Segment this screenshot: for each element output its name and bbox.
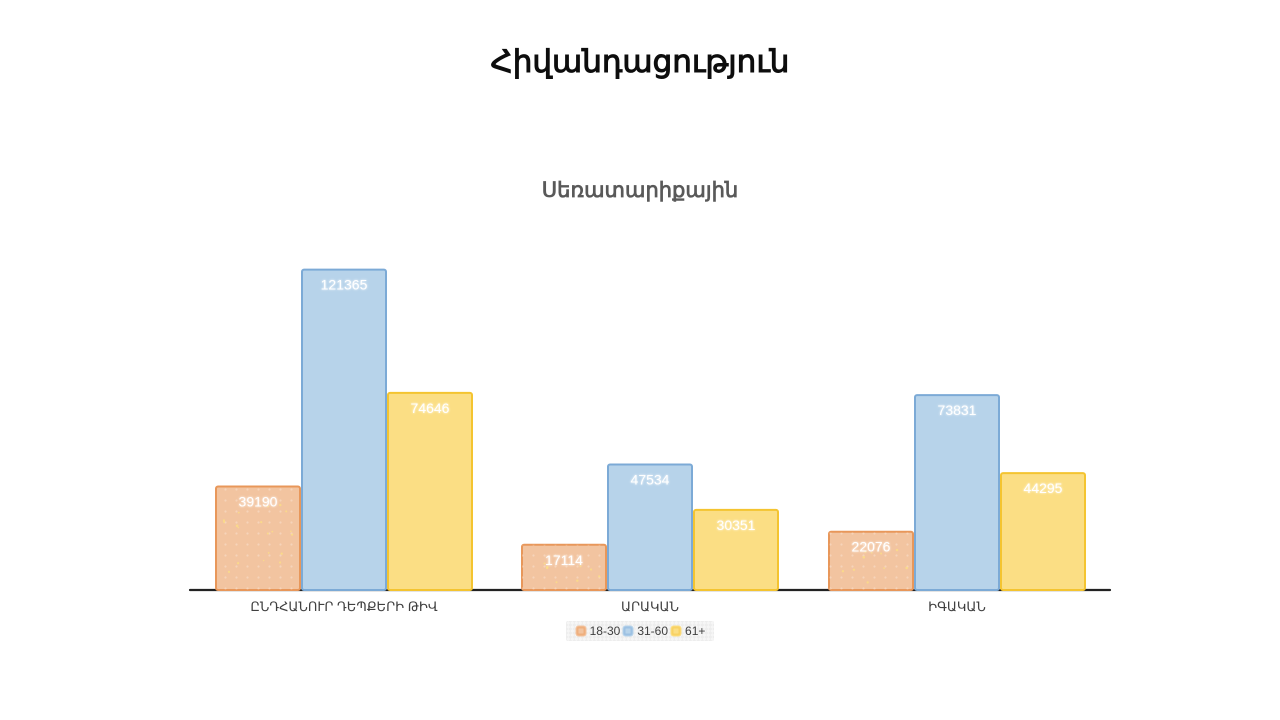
svg-text:74646: 74646 xyxy=(411,400,450,416)
svg-text:ԱՐԱԿԱՆ: ԱՐԱԿԱՆ xyxy=(621,599,679,614)
svg-text:73831: 73831 xyxy=(938,402,977,418)
svg-text:44295: 44295 xyxy=(1024,480,1063,496)
svg-text:47534: 47534 xyxy=(631,472,670,488)
svg-text:ԻԳԱԿԱՆ: ԻԳԱԿԱՆ xyxy=(928,599,986,614)
svg-text:ԸՆԴՀԱՆՈՒՐ ԴԵՊՔԵՐԻ ԹԻՎ: ԸՆԴՀԱՆՈՒՐ ԴԵՊՔԵՐԻ ԹԻՎ xyxy=(250,599,437,614)
svg-text:39190: 39190 xyxy=(239,494,278,510)
svg-text:17114: 17114 xyxy=(545,552,583,568)
svg-text:22076: 22076 xyxy=(852,539,891,555)
svg-text:121365: 121365 xyxy=(321,277,368,293)
svg-text:30351: 30351 xyxy=(717,517,756,533)
